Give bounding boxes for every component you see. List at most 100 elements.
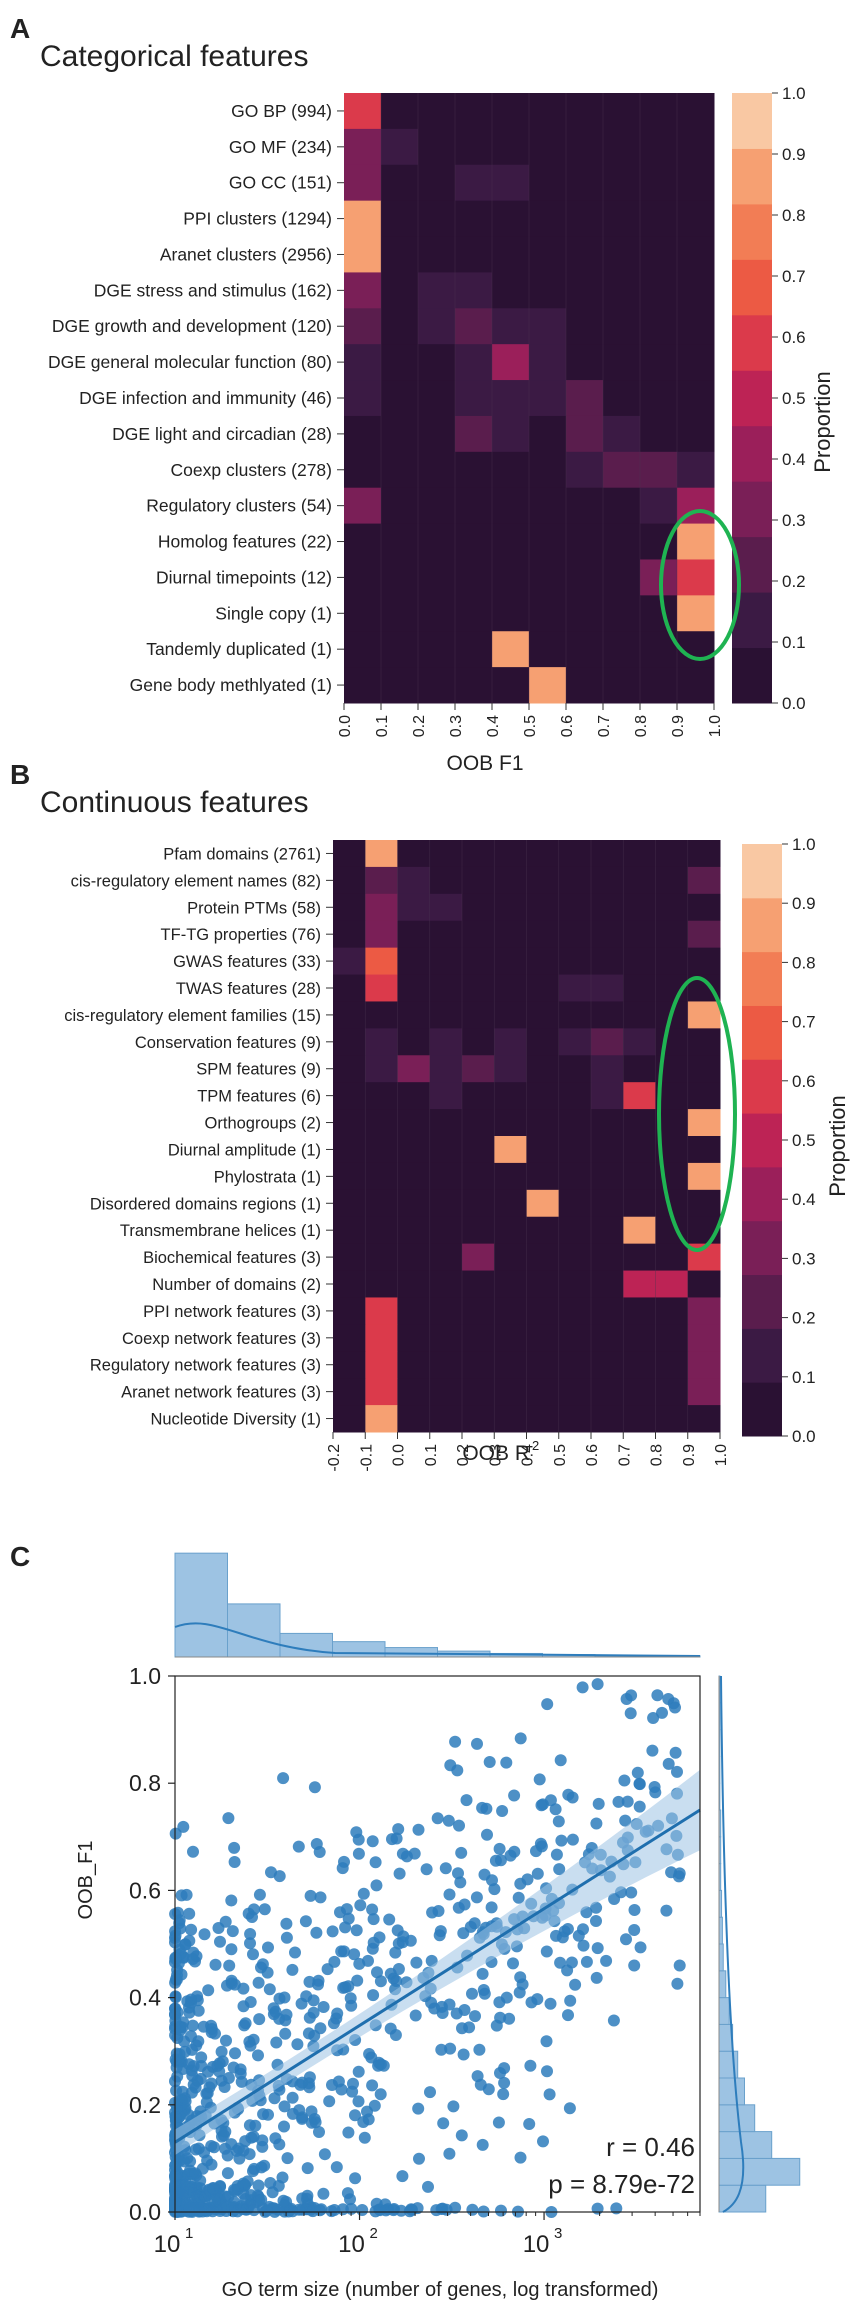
- scatter-point: [317, 2187, 330, 2200]
- heatmap-cell: [462, 1243, 495, 1272]
- heatmap-cell: [529, 487, 567, 525]
- colorbar-tick-label: 0.6: [792, 1072, 816, 1091]
- heatmap-cell: [558, 1378, 592, 1406]
- heatmap-cell: [418, 272, 456, 309]
- heatmap-cell: [687, 866, 721, 895]
- heatmap-cell: [558, 920, 592, 949]
- scatter-point: [443, 1888, 456, 1901]
- heatmap-cell: [344, 93, 382, 130]
- heatmap-cell: [526, 1324, 560, 1352]
- scatter-point: [229, 2047, 241, 2060]
- heatmap-cell: [566, 308, 604, 345]
- heatmap-cell: [687, 1351, 721, 1379]
- x-tick-exponent: 3: [554, 2225, 562, 2242]
- scatter-point: [566, 1791, 579, 1804]
- heatmap-cell: [429, 840, 463, 868]
- scatter-point: [476, 1967, 489, 1980]
- heatmap-row-label: Phylostrata (1): [214, 1168, 321, 1186]
- heatmap-cell: [365, 1351, 398, 1379]
- scatter-point: [221, 2167, 234, 2180]
- heatmap-cell: [526, 1001, 560, 1029]
- scatter-point: [342, 2126, 355, 2139]
- heatmap-cell: [677, 128, 715, 166]
- scatter-point: [468, 1917, 481, 1930]
- heatmap-cell: [623, 1324, 656, 1352]
- heatmap-cell: [687, 920, 721, 949]
- scatter-point: [620, 1693, 633, 1705]
- heatmap-cell: [494, 1189, 527, 1218]
- heatmap-cell: [462, 974, 495, 1002]
- heatmap-cell: [397, 1216, 431, 1245]
- heatmap-cell: [529, 559, 567, 596]
- heatmap-cell: [558, 1136, 592, 1164]
- scatter-point: [252, 2049, 264, 2062]
- scatter-point: [498, 2076, 511, 2089]
- heatmap-cell: [365, 947, 398, 976]
- heatmap-cell: [677, 272, 715, 309]
- scatter-point: [565, 1956, 578, 1969]
- heatmap-cell: [429, 893, 463, 922]
- colorbar-segment: [742, 1220, 782, 1276]
- heatmap-cell: [603, 128, 641, 166]
- scatter-point: [186, 2043, 198, 2056]
- heatmap-cell: [455, 595, 493, 632]
- scatter-point: [357, 2116, 370, 2128]
- x-tick-label: 0.6: [584, 1444, 601, 1466]
- scatter-point: [673, 1959, 686, 1972]
- scatter-point: [647, 1712, 660, 1724]
- heatmap-cell: [655, 1405, 689, 1433]
- heatmap-cell: [381, 595, 419, 632]
- colorbar-tick-label: 0.3: [782, 511, 806, 530]
- scatter-point: [234, 2063, 247, 2076]
- colorbar-tick-label: 0.7: [792, 1013, 816, 1032]
- scatter-point: [277, 1772, 290, 1785]
- scatter-point: [458, 1898, 471, 1911]
- heatmap-cell: [333, 1243, 366, 1272]
- heatmap-cell: [397, 893, 431, 922]
- scatter-point: [457, 2048, 470, 2061]
- heatmap-row-label: GO CC (151): [229, 173, 332, 193]
- scatter-point: [463, 2021, 476, 2034]
- scatter-point: [321, 1963, 334, 1976]
- scatter-point: [222, 2190, 235, 2203]
- colorbar-segment: [742, 951, 782, 1006]
- scatter-point: [367, 1913, 380, 1926]
- scatter-point: [170, 2084, 183, 2097]
- heatmap-cell: [455, 631, 493, 668]
- x-tick-label: 0.9: [681, 1444, 698, 1466]
- heatmap-cell: [492, 415, 530, 453]
- scatter-point: [470, 1891, 483, 1904]
- heatmap-cell: [687, 893, 721, 922]
- heatmap-cell: [591, 1109, 624, 1137]
- heatmap-cell: [397, 1136, 431, 1164]
- panel-b-highlight-ellipse: [657, 976, 737, 1252]
- heatmap-cell: [365, 1270, 398, 1298]
- heatmap-cell: [566, 523, 604, 560]
- scatter-point: [191, 2190, 204, 2203]
- confidence-band: [175, 1769, 700, 2156]
- scatter-point: [449, 1735, 462, 1748]
- heatmap-cell: [603, 164, 641, 202]
- scatter-point: [646, 1744, 659, 1757]
- panel-a-title: Categorical features: [40, 40, 308, 73]
- scatter-point: [534, 1837, 547, 1850]
- scatter-point: [494, 2067, 506, 2079]
- heatmap-row-label: PPI network features (3): [143, 1303, 321, 1321]
- scatter-point: [296, 2111, 309, 2124]
- heatmap-cell: [344, 308, 382, 345]
- heatmap-cell: [492, 487, 530, 525]
- heatmap-cell: [566, 559, 604, 596]
- panel-a-row-labels: GO BP (994) GO MF (234) GO CC (151) PPI clu…: [48, 101, 344, 695]
- heatmap-row-label: DGE infection and immunity (46): [79, 388, 332, 408]
- scatter-point: [591, 1942, 604, 1955]
- heatmap-cell: [397, 1001, 431, 1029]
- scatter-point: [523, 2118, 536, 2130]
- heatmap-cell: [333, 1405, 366, 1433]
- scatter-point: [373, 1931, 386, 1944]
- scatter-point: [590, 1817, 603, 1830]
- heatmap-cell: [381, 164, 419, 202]
- scatter-point: [279, 2027, 292, 2040]
- heatmap-cell: [558, 1082, 592, 1110]
- scatter-point: [549, 1803, 562, 1816]
- heatmap-row-label: Aranet network features (3): [121, 1384, 321, 1402]
